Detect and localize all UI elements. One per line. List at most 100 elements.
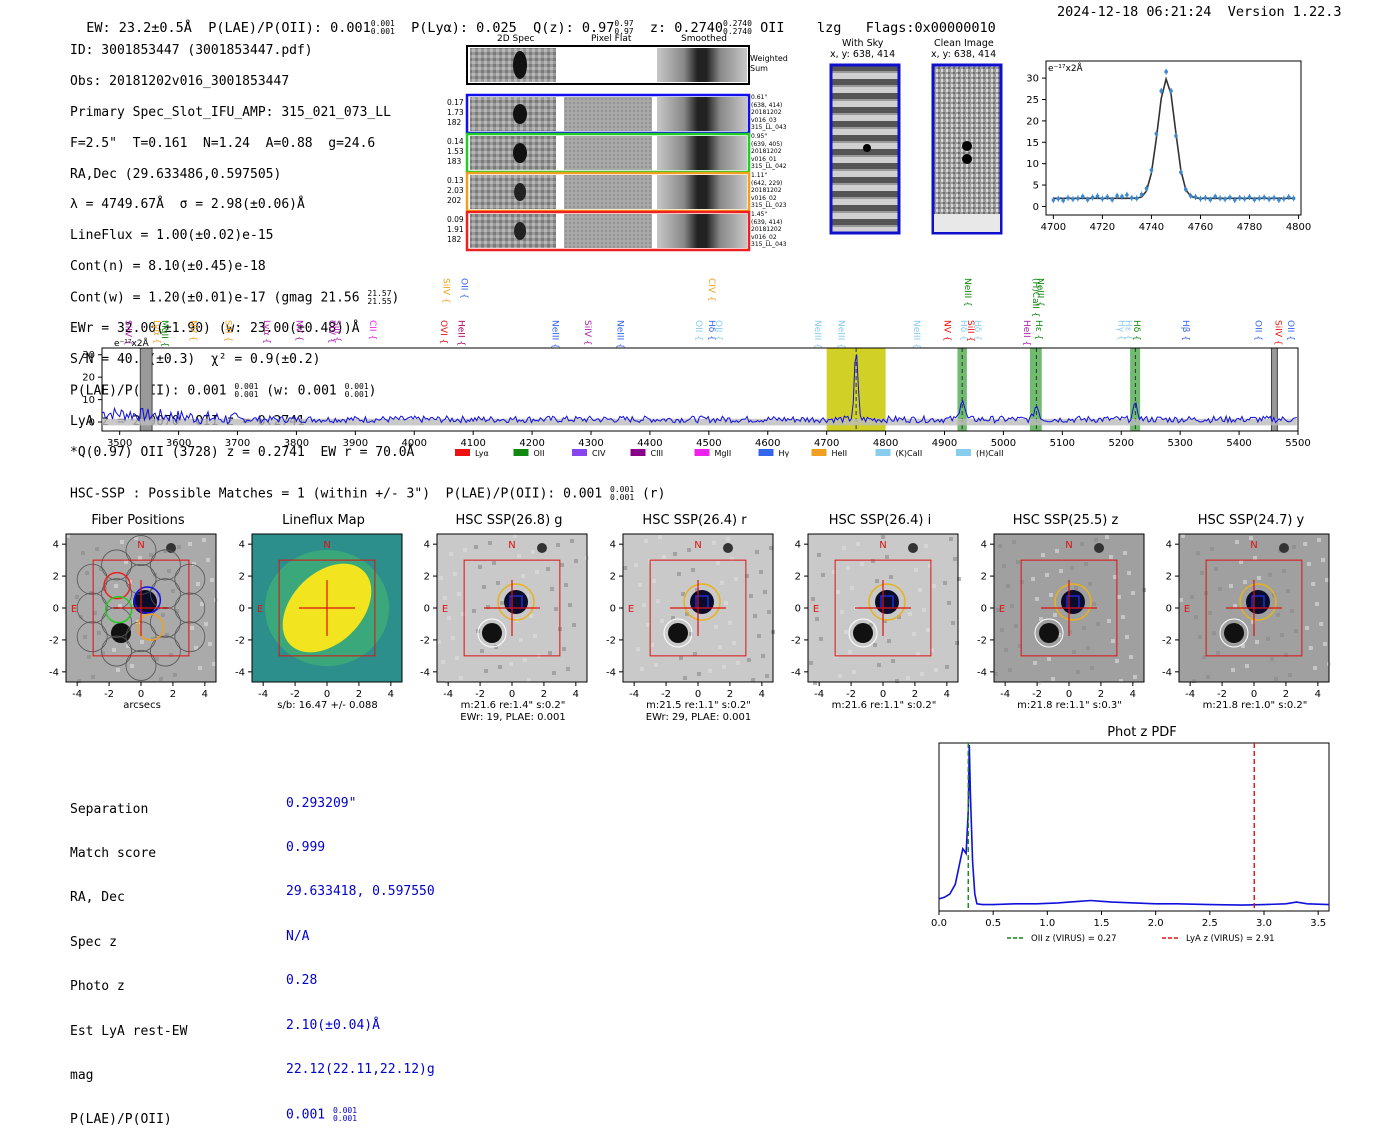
- cutout-noise-4-5: [895, 679, 899, 683]
- cutout-noise-4-58: [906, 676, 910, 680]
- spectrum-line-label-29: HeII {: [1021, 320, 1031, 346]
- match-value-photoz: 0.28: [286, 973, 318, 989]
- cutout-noise-4-6: [932, 584, 936, 588]
- spectrum-line-label-26: SiII {: [965, 320, 975, 342]
- cutout-1-ytick-label-1: -2: [235, 635, 245, 646]
- spectrum-highlight-band-3: [1130, 348, 1141, 431]
- spec-xtick-label-8: 4300: [578, 438, 603, 449]
- cutout-noise-3-51: [748, 594, 753, 598]
- cutout-3-xtick-label-1: -2: [661, 689, 671, 700]
- spectrum-line-label-13: OII {: [458, 278, 468, 299]
- cutout-noise-3-19: [764, 674, 769, 678]
- cutout-6-xtick-label-3: 2: [1283, 689, 1289, 700]
- row2-left-1: 1.53: [447, 147, 464, 156]
- cutout-noise-6-2: [1181, 534, 1185, 538]
- spectrum-line-label-18: OII {: [693, 320, 703, 341]
- cutout-caption-2-1: EWr: 19, PLAE: 0.001: [460, 712, 566, 723]
- cutout-noise-2-9: [496, 581, 500, 585]
- cutout-3-ytick-label-3: 2: [609, 572, 615, 583]
- cutout-title-0: Fiber Positions: [91, 513, 185, 528]
- row1-right-0: 0.61": [751, 94, 768, 101]
- cutout-noise-3-56: [633, 563, 638, 567]
- cutout-svg-6: N E -4 -4 -2 -2 0 0 2 2 4 4: [1162, 533, 1331, 700]
- cutout-noise-0-45: [81, 551, 85, 555]
- cutout-compass-e-6: E: [1184, 604, 1190, 615]
- spectrum-line-label-34: Hδ {: [1131, 320, 1141, 341]
- cutout-noise-4-46: [912, 632, 916, 636]
- spectrum-line-label-20: OII {: [713, 320, 723, 341]
- cutout-caption-6-0: m:21.8 re:1.0" s:0.2": [1202, 700, 1308, 711]
- cutout-noise-6-25: [1282, 569, 1286, 573]
- cutout-noise-4-56: [832, 570, 836, 574]
- cutout-noise-5-36: [1040, 553, 1045, 557]
- cutout-3-ytick-label-4: 4: [609, 540, 615, 551]
- cutout-4-xtick-label-0: -4: [814, 689, 824, 700]
- info-ewr: EWr = 32.00(±1.90) (w: 23.00(±0.48))Å: [70, 321, 360, 337]
- cutout-noise-0-32: [200, 602, 204, 606]
- info-q-line: *Q(0.97) OII (3728) z = 0.2741 EW r = 70…: [70, 445, 415, 461]
- zoom-point-9: [1095, 194, 1100, 198]
- photz-xtick-label-2: 1.0: [1039, 918, 1055, 929]
- cutout-noise-6-59: [1190, 595, 1194, 599]
- row3-right-2: 20181202: [751, 187, 782, 195]
- cutout-caption-1-0: s/b: 16.47 +/- 0.088: [277, 700, 378, 711]
- fiber-highlight-3: [136, 613, 165, 641]
- cutout-noise-0-46: [118, 604, 122, 608]
- cutout-noise-4-1: [897, 615, 901, 619]
- zoom-point-34: [1218, 196, 1222, 201]
- photz-legend-label-1: LyA z (VIRUS) = 2.91: [1186, 934, 1275, 944]
- row4-left: 0.09 1.91 182: [447, 215, 464, 245]
- spec-xtick-label-14: 4900: [932, 438, 957, 449]
- spectrum-legend-swatch-6: [811, 449, 827, 456]
- cutout-noise-3-52: [635, 647, 640, 651]
- header-qz-sub: 0.97: [614, 27, 634, 36]
- spectrum-ticks: 3500 3600 3700 3800 3900 4000 4100 4200 4300 4400…: [82, 350, 1310, 449]
- cutout-5-ytick-label-1: -2: [977, 635, 987, 646]
- cutout-noise-0-2: [140, 640, 144, 644]
- row4-right-3: v016_02: [751, 233, 777, 241]
- spectrum-flux-line: [101, 354, 1297, 425]
- cutout-noise-0-15: [171, 589, 175, 593]
- spectrum-line-label-25: Hδ {: [958, 320, 968, 341]
- cutout-4-xtick-label-3: 2: [912, 689, 918, 700]
- zoom-point-23: [1164, 69, 1168, 74]
- info-lambda: λ = 4749.67Å σ = 2.98(±0.06)Å: [70, 197, 305, 213]
- cutout-noise-3-20: [651, 579, 656, 583]
- cutout-noise-2-1: [500, 601, 504, 605]
- cutout-compass-n-5: N: [1065, 540, 1072, 551]
- header-qz-sup: 0.97: [614, 19, 634, 28]
- cutout-noise-6-55: [1192, 679, 1196, 683]
- zoom-xtick-label-5: 4800: [1286, 222, 1311, 233]
- zoom-point-16: [1130, 196, 1134, 200]
- cutout-5-xtick-label-4: 4: [1129, 689, 1135, 700]
- cutout-noise-3-47: [750, 678, 755, 682]
- cutout-far-source-5: [1093, 543, 1104, 553]
- zoom-point-24: [1169, 89, 1173, 93]
- zoom-point-2: [1061, 198, 1065, 203]
- cutout-noise-3-15: [766, 610, 771, 614]
- cutout-noise-4-3: [821, 573, 825, 577]
- cutout-far-source-0: [166, 543, 176, 553]
- cutout-noise-6-0: [1257, 576, 1261, 580]
- spectrum-line-label-17: CIV {: [706, 278, 716, 302]
- cutout-noise-0-27: [165, 633, 169, 637]
- spec2d-row-4: [465, 210, 751, 252]
- cutout-noise-3-46: [713, 625, 718, 629]
- spec2d-panel: 2D Spec Pixel Flat Smoothed: [445, 34, 800, 259]
- spectrum-line-label-31: (H)CaII {: [1030, 278, 1040, 318]
- cutout-compass-n-2: N: [508, 540, 515, 551]
- cutout-noise-2-34: [521, 574, 525, 578]
- cutout-caption-0-0: arcsecs: [123, 700, 161, 711]
- zoom-point-21: [1154, 131, 1159, 136]
- row4-right-1: (639, 414): [751, 218, 783, 226]
- header-flags: Flags:0x00000010: [865, 20, 996, 36]
- spectrum-line-label-28: NeIII {: [962, 278, 972, 307]
- spec-xtick-label-6: 4100: [460, 438, 485, 449]
- cutout-noise-4-39: [953, 557, 957, 561]
- cutout-noise-0-20: [206, 558, 210, 562]
- cutout-noise-5-30: [1118, 679, 1123, 683]
- row1-right: 0.61" (638, 414) 20181202 v016_03 315_LL_043: [751, 94, 787, 132]
- match-value-plae: 0.001 0.001 0.001: [286, 1107, 435, 1123]
- match-label-lya-ew: Est LyA rest-EW: [70, 1023, 188, 1039]
- cutout-noise-5-26: [1120, 615, 1125, 619]
